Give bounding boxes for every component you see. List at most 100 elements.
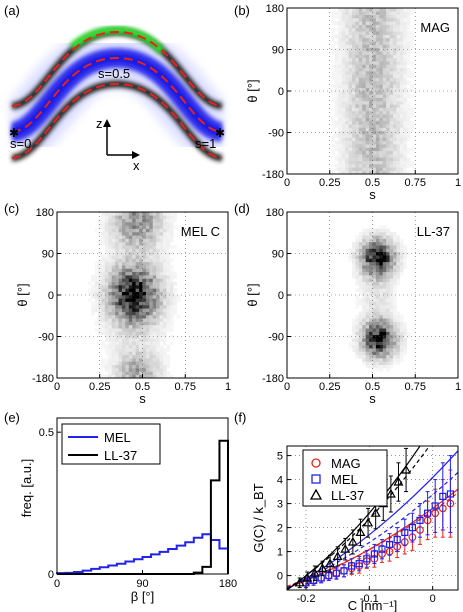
y-axis-label: θ [°] — [245, 283, 260, 306]
x-axis-label: s — [369, 187, 376, 202]
point-mel — [408, 523, 416, 532]
point-mel — [416, 516, 424, 525]
x-tick-label: 0.5 — [135, 381, 150, 393]
x-tick-label: 0.75 — [405, 177, 426, 189]
x-tick-label: 0.25 — [89, 381, 110, 393]
point-mel — [340, 567, 348, 575]
panel-label-e: (e) — [4, 410, 20, 425]
x-tick-label: 0.25 — [319, 381, 340, 393]
y-tick-label: 0 — [48, 569, 54, 581]
star-end: ✱ — [215, 126, 225, 140]
point-mel — [332, 569, 340, 577]
point-ll37 — [340, 543, 351, 553]
fit-dashed-ll37 — [287, 446, 430, 590]
legend-label: LL-37 — [104, 448, 137, 463]
y-tick-label: 0 — [278, 86, 284, 98]
panel-e-histogram: 0 90 180 0 0.5 β [°] freq. [a.u.] MEL LL-37 — [19, 417, 237, 604]
dash-upper — [11, 30, 223, 107]
label-s05: s=0.5 — [98, 66, 130, 81]
point-mel — [431, 502, 439, 510]
y-tick-label: 4 — [277, 475, 283, 487]
x-tick-label: 180 — [219, 578, 237, 590]
point-ll37 — [325, 558, 336, 568]
y-tick-label: 90 — [272, 45, 284, 57]
point-mel — [348, 562, 356, 570]
legend-marker — [311, 458, 321, 468]
y-axis-label: θ [°] — [245, 79, 260, 102]
legend-marker — [311, 474, 321, 484]
heatmap-annotation: MAG — [420, 20, 450, 35]
label-z: z — [96, 116, 103, 131]
y-tick-label: 180 — [266, 3, 284, 15]
label-x: x — [133, 158, 140, 173]
x-tick-label: 0.75 — [175, 381, 196, 393]
point-ll37 — [347, 536, 358, 546]
x-axis-label: β [°] — [131, 589, 155, 604]
legend-label: LL-37 — [331, 488, 364, 503]
point-ll37 — [385, 488, 396, 498]
y-tick-label: 3 — [277, 499, 283, 511]
plot-area — [287, 446, 458, 590]
star-start: ✱ — [9, 126, 19, 140]
panel-label-c: (c) — [4, 201, 19, 216]
point-ll37 — [363, 517, 374, 527]
label-s1: s=1 — [195, 136, 216, 151]
axis-z-head — [103, 119, 111, 127]
y-tick-label: -180 — [262, 373, 284, 385]
y-tick-label: 180 — [266, 207, 284, 219]
y-tick-label: -90 — [38, 332, 54, 344]
label-s0: s=0 — [10, 136, 31, 151]
membrane-illustration: ✱ ✱ s=0 s=0.5 s=1 z x — [4, 25, 230, 173]
heatmap-cells — [348, 225, 411, 372]
x-tick-label: 0 — [284, 381, 290, 393]
y-tick-label: -90 — [268, 332, 284, 344]
x-tick-label: -0.1 — [360, 593, 379, 605]
x-tick-label: 90 — [136, 578, 148, 590]
y-tick-label: 180 — [36, 207, 54, 219]
panel-label-f: (f) — [234, 410, 246, 425]
panel-label-b: (b) — [234, 3, 250, 18]
legend-label: MEL — [331, 472, 358, 487]
fit-mel — [287, 450, 458, 590]
point-mel — [446, 490, 454, 498]
y-axis-label: G(C) / k_BT — [251, 483, 266, 552]
peptide-region — [69, 25, 166, 55]
y-axis-label: freq. [a.u.] — [19, 459, 34, 518]
y-tick-label: 0 — [278, 290, 284, 302]
y-axis-label: θ [°] — [15, 283, 30, 306]
y-tick-label: 0.5 — [39, 427, 54, 439]
panel-b-heatmap: 0 0.25 0.5 0.75 1 -180 -90 0 90 180 s θ [°] MAG — [245, 3, 461, 202]
point-ll37 — [332, 551, 343, 561]
point-mel — [325, 571, 333, 580]
point-mel — [302, 579, 310, 587]
x-axis-label: s — [139, 391, 146, 406]
histogram-mel — [56, 533, 229, 575]
x-axis-label: C [nm⁻¹] — [348, 598, 397, 612]
dash-middle — [11, 56, 223, 133]
point-mel — [363, 555, 371, 563]
point-mel — [424, 509, 432, 517]
legend-label: MEL — [104, 430, 131, 445]
axis-x-head — [132, 151, 140, 159]
panel-d-heatmap: 0 0.25 0.5 0.75 1 -180 -90 0 90 180 s θ [°] LL-37 — [245, 207, 461, 406]
panel-c-heatmap: 0 0.25 0.5 0.75 1 -180 -90 0 90 180 s θ [°] MEL C — [15, 207, 231, 406]
point-mel — [401, 528, 409, 537]
y-tick-label: 0 — [48, 290, 54, 302]
x-tick-label: 1 — [455, 177, 461, 189]
y-tick-label: 0 — [277, 571, 283, 583]
legend-marker — [309, 488, 323, 500]
x-tick-label: 0 — [54, 578, 60, 590]
point-mel — [439, 492, 447, 500]
heatmap-cells — [331, 8, 414, 175]
x-tick-label: 0 — [430, 593, 436, 605]
point-mel — [378, 545, 386, 553]
point-ll37 — [393, 476, 404, 486]
point-mel — [317, 574, 325, 582]
y-tick-label: 90 — [272, 249, 284, 261]
x-tick-label: 0.5 — [365, 381, 380, 393]
point-mel — [386, 540, 394, 549]
x-tick-label: 1 — [455, 381, 461, 393]
point-ll37 — [309, 567, 320, 577]
point-ll37 — [294, 577, 305, 587]
